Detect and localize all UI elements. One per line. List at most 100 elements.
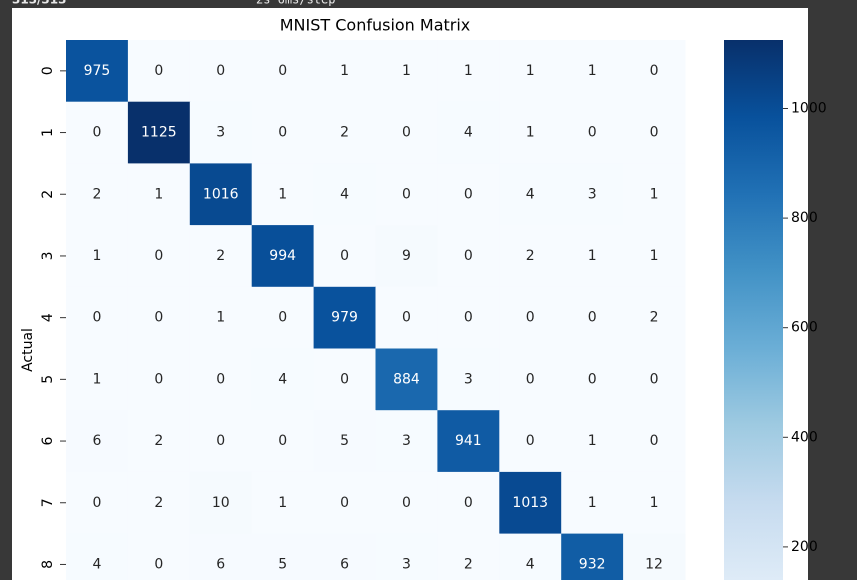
heatmap-cell <box>251 471 315 535</box>
cell-label: 0 <box>588 371 597 387</box>
cell-label: 0 <box>216 63 225 79</box>
cell-label: 12 <box>645 556 663 572</box>
heatmap-cell <box>623 286 686 349</box>
cell-label: 1 <box>340 63 349 79</box>
cell-label: 0 <box>402 310 411 326</box>
cell-label: 4 <box>278 371 287 387</box>
heatmap-cell <box>127 163 191 226</box>
heatmap-cell <box>623 410 686 473</box>
heatmap-cell <box>127 410 191 473</box>
heatmap-cell <box>375 348 438 411</box>
cell-label: 0 <box>588 310 597 326</box>
cell-label: 1 <box>588 433 597 449</box>
heatmap-cell <box>66 163 129 226</box>
heatmap-cell <box>437 286 500 349</box>
heatmap-cell <box>623 40 686 103</box>
cell-label: 0 <box>526 371 535 387</box>
heatmap-cell <box>375 410 438 473</box>
heatmap-cell <box>623 225 686 288</box>
cell-label: 1 <box>588 495 597 511</box>
y-tick-label: 1 <box>40 128 56 137</box>
cell-label: 0 <box>278 433 287 449</box>
cell-label: 0 <box>650 433 659 449</box>
cell-label: 0 <box>92 495 101 511</box>
heatmap-cell <box>313 286 376 349</box>
heatmap-cell <box>127 348 191 411</box>
cell-label: 10 <box>212 495 230 511</box>
heatmap-cell <box>189 101 253 164</box>
cell-label: 0 <box>588 125 597 141</box>
cell-label: 0 <box>340 371 349 387</box>
cell-label: 1 <box>588 248 597 264</box>
cell-label: 979 <box>331 310 358 326</box>
heatmap-cell <box>375 533 438 580</box>
heatmap-cell <box>66 471 129 535</box>
heatmap-cell <box>66 286 129 349</box>
cell-label: 2 <box>154 433 163 449</box>
heatmap-cell <box>313 225 376 288</box>
heatmap-cell <box>127 101 191 164</box>
cell-label: 1016 <box>203 186 239 202</box>
cell-label: 2 <box>464 556 473 572</box>
heatmap-cell <box>189 40 253 103</box>
cell-label: 3 <box>588 186 597 202</box>
heatmap-cell <box>189 533 253 580</box>
heatmap-cell <box>623 471 686 535</box>
heatmap-cell <box>437 410 500 473</box>
cell-label: 0 <box>216 433 225 449</box>
cell-label: 2 <box>92 186 101 202</box>
heatmap-cell <box>623 163 686 226</box>
cell-label: 0 <box>526 433 535 449</box>
heatmap-cell <box>127 40 191 103</box>
heatmap-cell <box>499 286 562 349</box>
cell-label: 0 <box>278 310 287 326</box>
heatmap-cell <box>313 163 376 226</box>
cell-label: 0 <box>278 125 287 141</box>
cell-label: 1 <box>402 63 411 79</box>
heatmap-cell <box>189 471 253 535</box>
heatmap-cell <box>127 533 191 580</box>
cell-label: 4 <box>464 125 473 141</box>
y-tick-label: 0 <box>40 66 56 75</box>
heatmap-cell <box>251 40 315 103</box>
heatmap-cell <box>561 225 624 288</box>
cell-label: 4 <box>92 556 101 572</box>
cell-label: 0 <box>464 495 473 511</box>
cell-label: 0 <box>92 310 101 326</box>
colorbar-tick-label: 400 <box>791 429 818 445</box>
heatmap-cell <box>189 410 253 473</box>
heatmap-cell <box>561 163 624 226</box>
cell-label: 0 <box>154 371 163 387</box>
heatmap-cell <box>127 286 191 349</box>
heatmap-cell <box>375 40 438 103</box>
heatmap-cell <box>251 101 315 164</box>
heatmap-cell <box>561 410 624 473</box>
cell-label: 1 <box>650 186 659 202</box>
heatmap-cell <box>189 348 253 411</box>
heatmap-cell <box>375 471 438 535</box>
heatmap-cell <box>66 348 129 411</box>
cell-label: 0 <box>154 63 163 79</box>
heatmap-cell <box>623 348 686 411</box>
heatmap-cell <box>437 471 500 535</box>
heatmap-cell <box>313 101 376 164</box>
cell-label: 2 <box>650 310 659 326</box>
heatmap-cell <box>375 286 438 349</box>
y-tick-label: 2 <box>40 190 56 199</box>
heatmap-cell <box>437 533 500 580</box>
heatmap-cell <box>561 348 624 411</box>
cell-label: 0 <box>154 556 163 572</box>
colorbar-tick-label: 200 <box>791 539 818 555</box>
cell-label: 1 <box>650 248 659 264</box>
cell-label: 1 <box>92 371 101 387</box>
colorbar-tick-label: 800 <box>791 210 818 226</box>
heatmap-cell <box>313 533 376 580</box>
heatmap-cell <box>189 286 253 349</box>
heatmap-cell <box>375 101 438 164</box>
cell-label: 4 <box>340 186 349 202</box>
cell-label: 0 <box>402 186 411 202</box>
cell-label: 0 <box>154 310 163 326</box>
heatmap-cell <box>66 225 129 288</box>
